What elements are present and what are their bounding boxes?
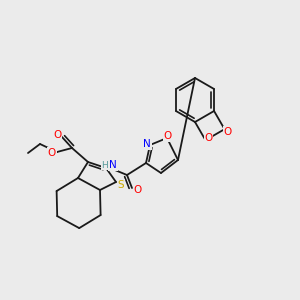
Text: S: S bbox=[118, 180, 124, 190]
Text: O: O bbox=[164, 131, 172, 141]
Text: O: O bbox=[48, 148, 56, 158]
Text: O: O bbox=[224, 127, 232, 137]
Text: N: N bbox=[143, 139, 151, 149]
Text: H: H bbox=[102, 160, 108, 169]
Text: O: O bbox=[53, 130, 61, 140]
Text: O: O bbox=[134, 185, 142, 195]
Text: N: N bbox=[109, 160, 117, 170]
Text: O: O bbox=[204, 133, 213, 143]
